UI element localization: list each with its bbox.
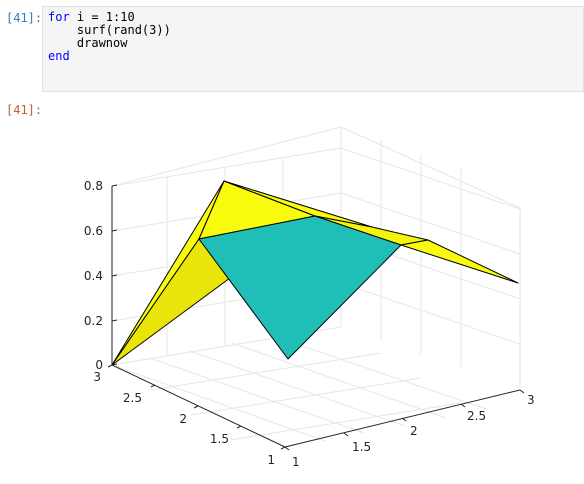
y-tick-label: 3 xyxy=(93,370,101,384)
y-tick-label: 2 xyxy=(179,412,187,426)
z-tick-labels: 0.8 0.6 0.4 0.2 0 xyxy=(84,179,103,372)
x-tick-labels: 1 1.5 2 2.5 3 xyxy=(292,393,535,469)
y-tick-label: 1.5 xyxy=(210,432,229,446)
y-tick-mark xyxy=(194,406,198,408)
y-tick-mark xyxy=(108,365,112,367)
x-tick-mark xyxy=(461,404,465,407)
x-tick-label: 1.5 xyxy=(352,440,371,454)
x-tick-label: 2 xyxy=(410,424,418,438)
z-tick-label: 0.2 xyxy=(84,314,103,328)
y-tick-mark xyxy=(237,426,241,428)
surface xyxy=(112,181,518,365)
y-axis-line xyxy=(112,365,285,447)
wall-grid-line xyxy=(112,148,341,186)
floor-grid-line xyxy=(191,378,421,415)
x-tick-label: 2.5 xyxy=(467,409,486,423)
x-tick-mark xyxy=(285,447,289,450)
wall-grid-line xyxy=(341,283,520,344)
x-tick-label: 1 xyxy=(292,455,300,469)
surface-patch xyxy=(199,216,401,359)
z-tick-mark xyxy=(112,320,117,321)
z-tick-label: 0.4 xyxy=(84,269,103,283)
wall-grid-line xyxy=(112,127,341,186)
z-tick-mark xyxy=(112,230,117,231)
z-tick-mark xyxy=(112,275,117,276)
floor-grid-line xyxy=(190,351,405,426)
wall-grid-line xyxy=(341,148,520,209)
surface-patch xyxy=(401,240,518,283)
floor-grid-line xyxy=(112,365,325,441)
x-tick-mark xyxy=(344,433,348,436)
wall-grid-line xyxy=(341,127,520,208)
z-tick-label: 0.8 xyxy=(84,179,103,193)
y-tick-mark xyxy=(281,447,285,449)
y-tick-label: 1 xyxy=(267,453,275,467)
x-tick-mark xyxy=(520,390,524,393)
x-tick-label: 3 xyxy=(527,393,535,407)
surface-patch xyxy=(112,239,230,365)
y-tick-label: 2.5 xyxy=(123,391,142,405)
floor-grid-line xyxy=(151,353,381,390)
y-tick-mark xyxy=(151,385,155,387)
z-tick-label: 0.6 xyxy=(84,224,103,238)
floor-grid-line xyxy=(273,336,486,409)
floor-grid-line xyxy=(232,343,446,418)
z-tick-mark xyxy=(112,185,117,186)
